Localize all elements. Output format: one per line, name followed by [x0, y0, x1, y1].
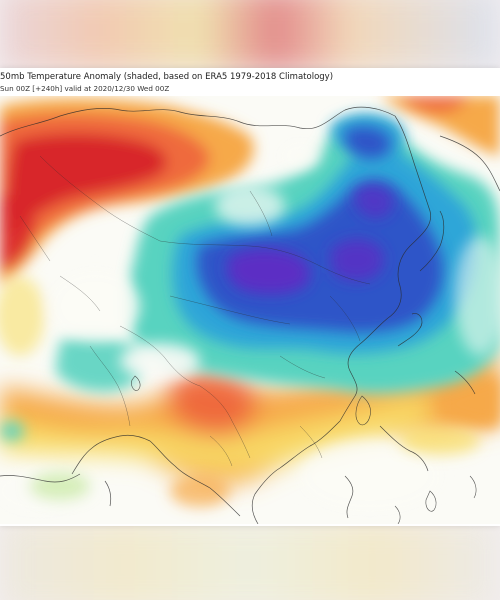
blurred-background-top [0, 0, 500, 70]
islands [131, 375, 477, 524]
blurred-background-bottom [0, 520, 500, 600]
country-borders [19, 155, 371, 467]
cold-core-deep-blue [197, 126, 444, 333]
map-title: 50mb Temperature Anomaly (shaded, based … [0, 72, 334, 82]
cold-core-extreme [226, 184, 394, 295]
neutral-anomaly-areas [0, 142, 500, 513]
temperature-anomaly-map [0, 96, 500, 524]
map-valid-time: Sun 00Z [+240h] valid at 2020/12/30 Wed … [0, 84, 170, 93]
siberian-warm-anomaly [0, 98, 254, 286]
coastlines [0, 106, 500, 524]
pacific-warm-anomaly [380, 96, 500, 427]
minor-anomaly-patches [0, 421, 480, 507]
